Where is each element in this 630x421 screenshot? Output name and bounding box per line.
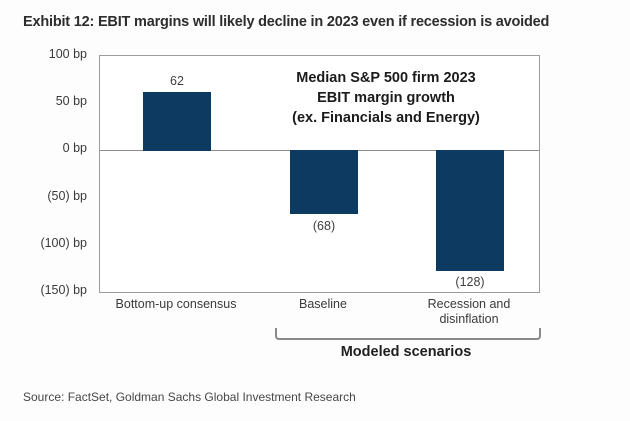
modeled-scenarios-bracket <box>275 328 541 340</box>
annotation-line-3: (ex. Financials and Energy) <box>292 110 480 126</box>
bar-3 <box>436 150 504 271</box>
annotation-line-1: Median S&P 500 firm 2023 <box>296 70 476 86</box>
bar-value-label: 62 <box>170 74 184 88</box>
x-axis: Bottom-up consensus Baseline Recession and… <box>99 297 538 331</box>
y-axis-tick-label: 50 bp <box>55 94 87 108</box>
y-axis-tick-label: 0 bp <box>62 141 87 155</box>
plot-area: Median S&P 500 firm 2023 EBIT margin gro… <box>99 55 540 293</box>
x-axis-category-label: Baseline <box>299 297 347 311</box>
chart-annotation: Median S&P 500 firm 2023 EBIT margin gro… <box>248 68 524 128</box>
x-axis-category-label: Bottom-up consensus <box>115 297 237 311</box>
bar-1 <box>143 92 211 151</box>
chart-title: Exhibit 12: EBIT margins will likely dec… <box>23 14 550 30</box>
y-axis-tick-label: (50) bp <box>47 189 87 203</box>
y-axis: 100 bp 50 bp 0 bp (50) bp (100) bp (150) bp <box>0 47 91 297</box>
bar-value-label: (128) <box>455 275 485 289</box>
y-axis-tick-label: (150) bp <box>40 283 87 297</box>
bar-2 <box>290 150 358 214</box>
bar-value-label: (68) <box>312 219 336 233</box>
y-axis-tick-label: 100 bp <box>48 47 87 61</box>
x-axis-category-label: Recession and disinflation <box>427 297 511 326</box>
y-axis-tick-label: (100) bp <box>40 236 87 250</box>
bracket-label: Modeled scenarios <box>340 344 472 360</box>
annotation-line-2: EBIT margin growth <box>317 90 455 106</box>
source-attribution: Source: FactSet, Goldman Sachs Global In… <box>23 390 356 404</box>
